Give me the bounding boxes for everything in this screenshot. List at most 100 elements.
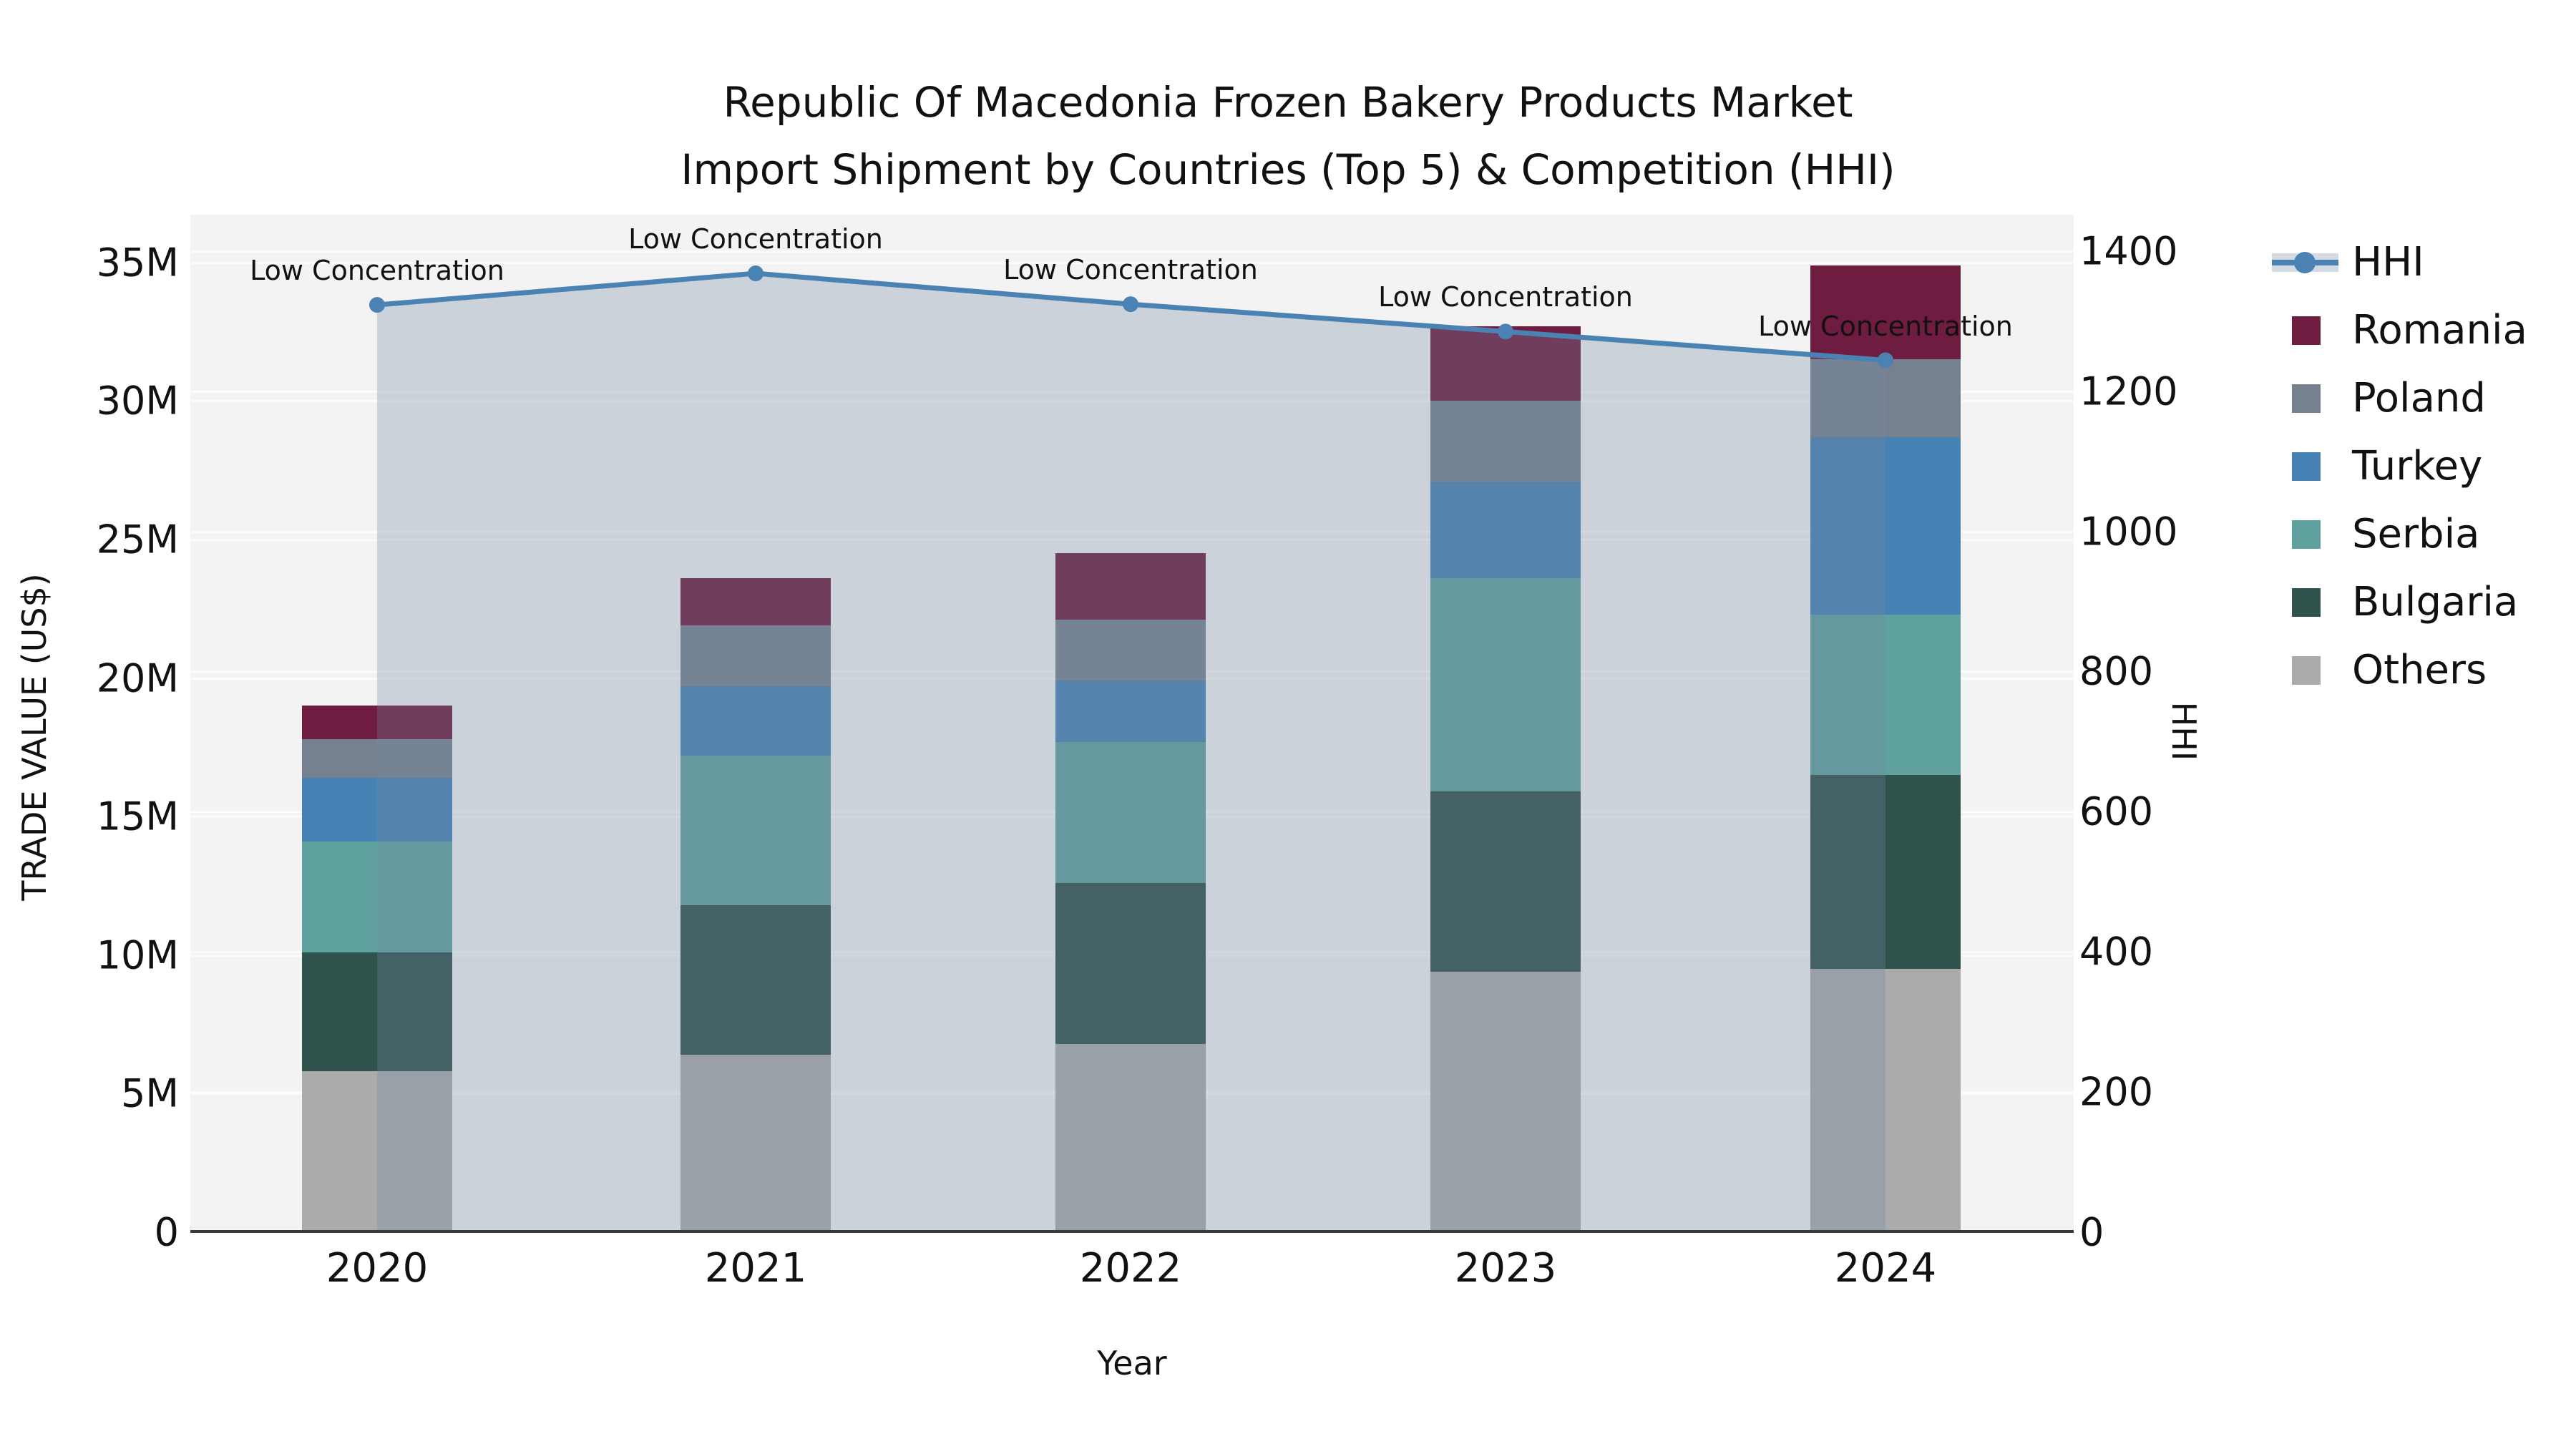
x-tick-2020: 2020 <box>326 1245 429 1292</box>
y-right-tick-1400: 1400 <box>2079 228 2178 274</box>
annotation-2024: Low Concentration <box>1758 310 2013 342</box>
legend-item-others: Others <box>2261 636 2569 704</box>
legend-label-bulgaria: Bulgaria <box>2352 579 2519 625</box>
y-left-tick-20M: 20M <box>96 655 179 701</box>
y-left-axis-title: TRADE VALUE (US$) <box>15 573 54 901</box>
bar-segment-turkey-2022 <box>1055 680 1206 742</box>
hhi-area-fill <box>377 273 1885 1232</box>
legend-label-romania: Romania <box>2352 307 2527 353</box>
bar-segment-serbia-2024 <box>1810 614 1961 776</box>
legend-item-bulgaria: Bulgaria <box>2261 568 2569 636</box>
y-right-tick-0: 0 <box>2079 1209 2104 1255</box>
bar-segment-serbia-2023 <box>1430 578 1581 792</box>
plot-area <box>190 215 2074 1232</box>
x-axis-title: Year <box>1097 1344 1167 1382</box>
bar-segment-poland-2020 <box>302 738 452 778</box>
bar-segment-others-2020 <box>302 1071 452 1232</box>
x-tick-2022: 2022 <box>1079 1245 1182 1292</box>
hhi-marker-2020 <box>369 297 385 313</box>
annotation-2020: Low Concentration <box>250 255 504 287</box>
hhi-marker-2023 <box>1498 323 1513 340</box>
legend-label-turkey: Turkey <box>2352 443 2483 489</box>
bar-segment-bulgaria-2021 <box>680 905 831 1055</box>
bar-segment-serbia-2022 <box>1055 741 1206 884</box>
y-right-axis-title: HHI <box>2165 701 2203 761</box>
bar-segment-others-2022 <box>1055 1043 1206 1232</box>
y-right-tick-400: 400 <box>2079 929 2154 975</box>
annotation-2021: Low Concentration <box>628 223 883 255</box>
legend: HHI Romania Poland Turkey Serbia Bulgaria Othe… <box>2261 228 2569 704</box>
chart-title: Republic Of Macedonia Frozen Bakery Prod… <box>0 69 2576 203</box>
gridline-right-1000 <box>190 530 2074 533</box>
x-tick-2021: 2021 <box>704 1245 807 1292</box>
bar-segment-romania-2024 <box>1810 265 1961 360</box>
y-left-tick-5M: 5M <box>121 1070 179 1116</box>
y-left-tick-15M: 15M <box>96 794 179 839</box>
gridline-right-1200 <box>190 390 2074 393</box>
annotation-2022: Low Concentration <box>1003 254 1258 286</box>
y-left-tick-30M: 30M <box>96 378 179 424</box>
bar-segment-bulgaria-2023 <box>1430 791 1581 972</box>
legend-item-serbia: Serbia <box>2261 500 2569 568</box>
bar-segment-bulgaria-2022 <box>1055 883 1206 1044</box>
bar-segment-turkey-2021 <box>680 686 831 756</box>
gridline-left-35M <box>190 261 2074 264</box>
legend-label-hhi: HHI <box>2352 239 2424 286</box>
bar-segment-poland-2023 <box>1430 401 1581 482</box>
legend-swatch-turkey <box>2292 452 2321 481</box>
chart-title-line2: Import Shipment by Countries (Top 5) & C… <box>680 145 1896 194</box>
y-left-tick-35M: 35M <box>96 240 179 286</box>
y-right-tick-1200: 1200 <box>2079 369 2178 414</box>
y-right-tick-200: 200 <box>2079 1069 2154 1115</box>
gridline-right-1400 <box>190 250 2074 253</box>
y-right-tick-800: 800 <box>2079 648 2154 694</box>
bar-segment-serbia-2020 <box>302 841 452 952</box>
bar-segment-poland-2024 <box>1810 359 1961 437</box>
bar-segment-poland-2022 <box>1055 620 1206 681</box>
bar-segment-serbia-2021 <box>680 756 831 906</box>
chart-title-line1: Republic Of Macedonia Frozen Bakery Prod… <box>723 78 1853 127</box>
bar-segment-bulgaria-2024 <box>1810 775 1961 970</box>
bar-segment-others-2021 <box>680 1055 831 1232</box>
bars-layer <box>190 215 2074 1232</box>
gridline-left-30M <box>190 400 2074 403</box>
bar-segment-others-2024 <box>1810 969 1961 1232</box>
hhi-marker-2022 <box>1123 296 1138 313</box>
bar-segment-bulgaria-2020 <box>302 952 452 1072</box>
legend-item-poland: Poland <box>2261 364 2569 432</box>
legend-swatch-romania <box>2292 316 2321 345</box>
x-tick-2023: 2023 <box>1454 1245 1557 1292</box>
hhi-line-layer <box>369 265 1893 1232</box>
legend-swatch-others <box>2292 655 2321 685</box>
bar-segment-turkey-2023 <box>1430 481 1581 579</box>
bar-segment-poland-2021 <box>680 625 831 687</box>
y-right-tick-600: 600 <box>2079 789 2154 834</box>
legend-label-others: Others <box>2352 647 2487 693</box>
bar-segment-romania-2020 <box>302 706 452 739</box>
legend-item-romania: Romania <box>2261 296 2569 364</box>
bar-segment-others-2023 <box>1430 972 1581 1232</box>
legend-item-hhi: HHI <box>2261 228 2569 296</box>
bar-segment-romania-2022 <box>1055 553 1206 620</box>
gridline-left-25M <box>190 539 2074 541</box>
hhi-marker-2024 <box>1878 352 1893 369</box>
x-tick-2024: 2024 <box>1834 1245 1937 1292</box>
annotation-2023: Low Concentration <box>1378 281 1633 313</box>
legend-label-poland: Poland <box>2352 375 2486 421</box>
y-right-tick-1000: 1000 <box>2079 509 2178 554</box>
bar-segment-romania-2021 <box>680 578 831 626</box>
legend-item-turkey: Turkey <box>2261 432 2569 500</box>
bar-segment-turkey-2020 <box>302 777 452 842</box>
bar-segment-turkey-2024 <box>1810 436 1961 615</box>
y-left-tick-10M: 10M <box>96 932 179 978</box>
hhi-marker-2021 <box>748 265 763 282</box>
y-left-tick-25M: 25M <box>96 517 179 562</box>
legend-swatch-poland <box>2292 384 2321 413</box>
legend-swatch-bulgaria <box>2292 587 2321 617</box>
legend-label-serbia: Serbia <box>2352 511 2480 557</box>
x-axis-spine <box>190 1230 2074 1233</box>
y-left-tick-0: 0 <box>154 1209 179 1255</box>
legend-swatch-serbia <box>2292 519 2321 549</box>
legend-line-sample <box>2272 248 2338 277</box>
